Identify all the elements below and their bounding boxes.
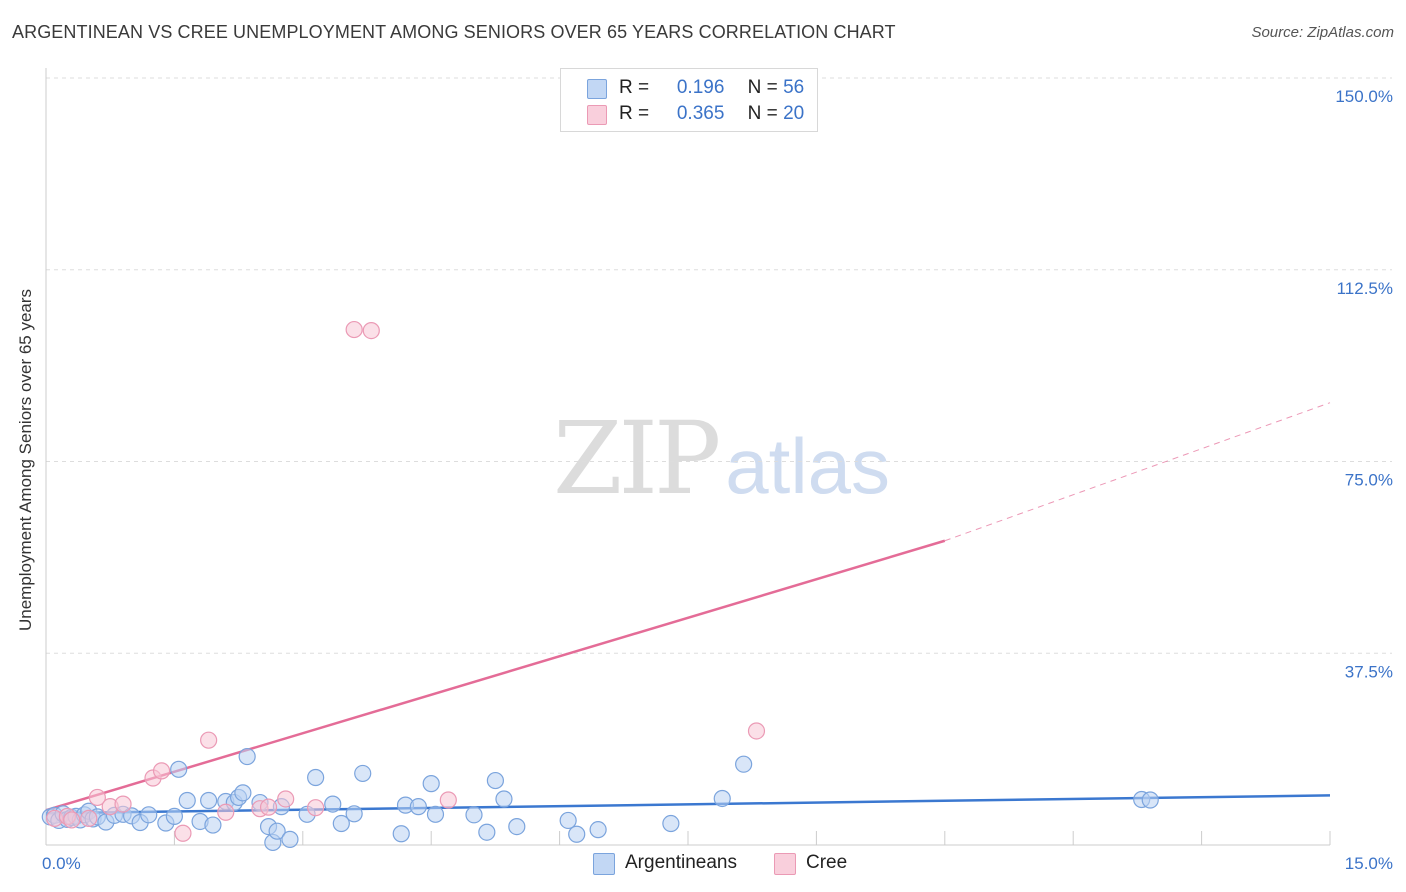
watermark: ZIP atlas	[553, 400, 890, 517]
x-tick-label-0: 0.0%	[42, 854, 81, 873]
point-cree-10	[200, 731, 218, 749]
point-cree-11	[217, 803, 235, 821]
point-cree-3	[80, 809, 98, 828]
point-cree-8	[152, 762, 171, 780]
point-cree-4	[88, 788, 106, 807]
point-argentineans-40	[345, 805, 363, 823]
y-tick-label-1: 75.0%	[1345, 471, 1393, 490]
legend-text-cree: R = 0.365 N = 20	[619, 103, 805, 124]
point-argentineans-37	[307, 768, 325, 787]
axes	[45, 68, 1331, 846]
point-argentineans-45	[422, 775, 440, 793]
watermark-zip: ZIP	[553, 400, 721, 517]
chart-source: Source: ZipAtlas.com	[1251, 24, 1394, 41]
point-argentineans-57	[735, 755, 753, 773]
legend-n-cree: 20	[783, 103, 805, 124]
point-argentineans-49	[486, 771, 504, 790]
point-cree-18	[439, 791, 457, 809]
y-tick-label-0: 37.5%	[1345, 662, 1393, 681]
point-argentineans-44	[409, 798, 427, 816]
point-argentineans-28	[234, 784, 252, 802]
point-cree-17	[362, 321, 380, 340]
point-cree-16	[345, 320, 363, 339]
y-tick-label-2: 112.5%	[1337, 279, 1393, 298]
point-argentineans-21	[178, 791, 196, 810]
point-cree-15	[307, 799, 325, 817]
bottom-legend-swatch-argentineans	[593, 853, 615, 875]
bottom-legend-label-cree: Cree	[806, 852, 848, 873]
y-axis-label: Unemployment Among Seniors over 65 years	[16, 288, 35, 632]
point-argentineans-29	[238, 747, 256, 766]
point-argentineans-20	[170, 760, 188, 778]
point-argentineans-42	[392, 825, 410, 843]
point-argentineans-23	[200, 791, 218, 810]
legend-r-argentineans: 0.196	[676, 77, 725, 98]
data-points	[41, 320, 1159, 852]
point-argentineans-53	[568, 825, 586, 843]
bottom-legend-swatch-cree	[774, 853, 796, 875]
point-argentineans-41	[354, 764, 372, 783]
point-cree-2	[63, 811, 81, 829]
watermark-atlas: atlas	[725, 422, 891, 510]
point-argentineans-24	[204, 816, 222, 834]
chart-title: ARGENTINEAN VS CREE UNEMPLOYMENT AMONG S…	[12, 22, 896, 42]
point-cree-13	[259, 798, 278, 816]
x-tick-label-1: 15.0%	[1345, 854, 1393, 873]
point-argentineans-17	[140, 806, 158, 824]
point-argentineans-48	[478, 823, 496, 841]
point-cree-14	[277, 790, 295, 808]
point-argentineans-33	[268, 822, 286, 840]
point-argentineans-55	[662, 814, 680, 833]
legend-swatch-argentineans	[587, 79, 607, 99]
point-cree-19	[747, 722, 766, 740]
legend-text-argentineans: R = 0.196 N = 56	[619, 77, 805, 98]
point-argentineans-56	[713, 789, 731, 808]
point-argentineans-59	[1141, 791, 1159, 809]
point-argentineans-35	[281, 830, 299, 848]
legend-swatch-cree	[587, 105, 607, 125]
trend-line-cree-extension	[944, 402, 1331, 542]
point-argentineans-54	[589, 821, 607, 839]
point-argentineans-50	[495, 790, 513, 808]
tick-labels: 37.5% 75.0% 112.5% 150.0% 0.0% 15.0%	[42, 87, 1393, 873]
point-argentineans-51	[508, 817, 526, 836]
correlation-legend: R = 0.196 N = 56 R = 0.365 N = 20	[560, 68, 818, 132]
point-argentineans-38	[324, 795, 342, 813]
point-cree-6	[114, 795, 132, 813]
trend-lines	[45, 402, 1331, 815]
point-argentineans-46	[426, 805, 445, 823]
legend-n-argentineans: 56	[783, 77, 805, 98]
point-argentineans-19	[165, 807, 183, 825]
y-tick-label-3: 150.0%	[1335, 87, 1393, 106]
legend-r-cree: 0.365	[676, 103, 725, 124]
grid-lines	[46, 77, 1392, 654]
point-cree-9	[174, 824, 192, 842]
trend-line-cree	[45, 539, 946, 812]
bottom-legend-label-argentineans: Argentineans	[625, 852, 737, 873]
point-argentineans-39	[332, 814, 350, 833]
point-argentineans-52	[559, 811, 577, 830]
point-argentineans-47	[465, 806, 483, 824]
